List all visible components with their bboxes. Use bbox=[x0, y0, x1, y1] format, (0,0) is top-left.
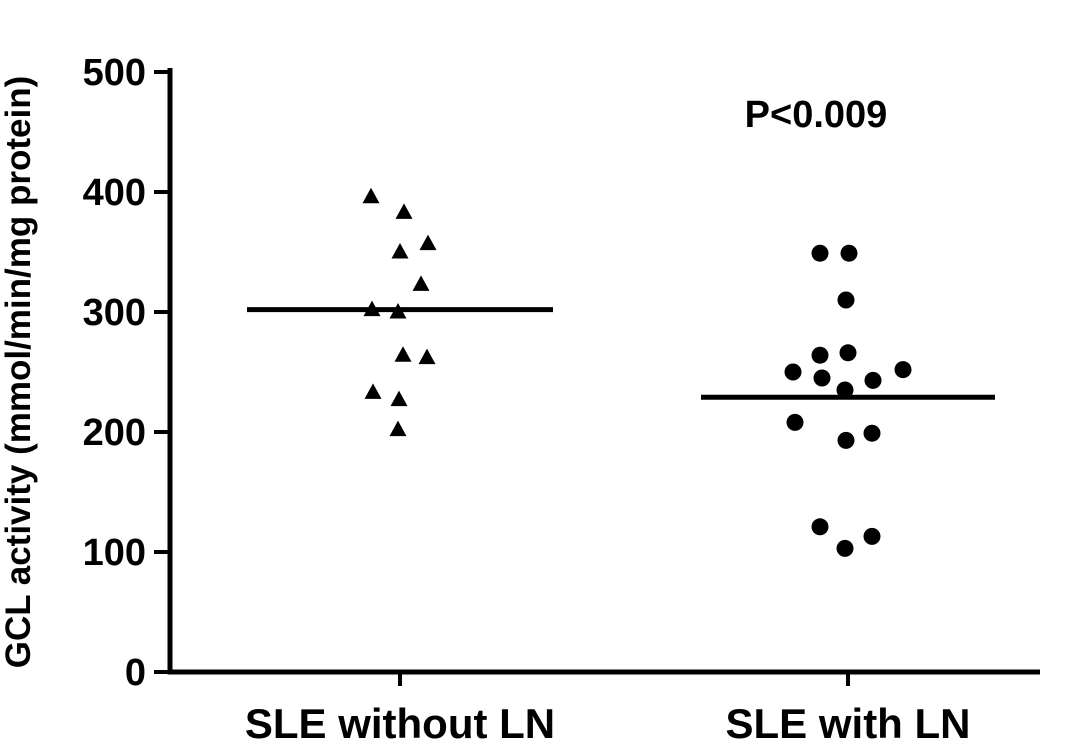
data-point-triangle bbox=[394, 346, 412, 362]
x-category-label: SLE with LN bbox=[726, 700, 971, 747]
data-point-circle bbox=[840, 244, 858, 262]
data-point-circle bbox=[863, 424, 881, 442]
y-axis-title: GCL activity (mmol/min/mg protein) bbox=[0, 76, 38, 668]
p-value-annotation: P<0.009 bbox=[745, 94, 888, 136]
data-point-triangle bbox=[391, 243, 409, 259]
data-point-triangle bbox=[412, 275, 430, 291]
data-point-triangle bbox=[389, 420, 407, 437]
data-point-circle bbox=[813, 369, 831, 387]
data-point-circle bbox=[836, 539, 854, 557]
data-point-circle bbox=[837, 291, 855, 309]
data-point-circle bbox=[839, 344, 857, 362]
data-point-triangle bbox=[395, 203, 413, 219]
data-point-triangle bbox=[362, 187, 380, 204]
y-tick-label: 300 bbox=[83, 292, 146, 334]
data-point-circle bbox=[811, 518, 829, 536]
data-point-triangle bbox=[364, 383, 382, 399]
data-point-circle bbox=[786, 413, 804, 431]
data-point-circle bbox=[864, 371, 882, 389]
data-point-circle bbox=[894, 361, 912, 379]
y-tick-label: 100 bbox=[83, 532, 146, 574]
data-point-triangle bbox=[419, 234, 437, 251]
data-point-triangle bbox=[418, 348, 436, 365]
data-point-circle bbox=[836, 381, 854, 399]
y-tick-label: 400 bbox=[83, 172, 146, 214]
data-point-circle bbox=[863, 527, 881, 545]
y-tick-label: 0 bbox=[125, 652, 146, 694]
y-tick-label: 200 bbox=[83, 412, 146, 454]
data-point-circle bbox=[811, 346, 829, 364]
y-tick-label: 500 bbox=[83, 52, 146, 94]
data-point-triangle bbox=[390, 390, 408, 407]
x-category-label: SLE without LN bbox=[245, 700, 555, 747]
data-point-circle bbox=[811, 244, 829, 262]
data-point-triangle bbox=[363, 300, 381, 317]
data-point-circle bbox=[784, 363, 802, 381]
data-point-circle bbox=[837, 431, 855, 449]
data-point-triangle bbox=[389, 303, 407, 319]
